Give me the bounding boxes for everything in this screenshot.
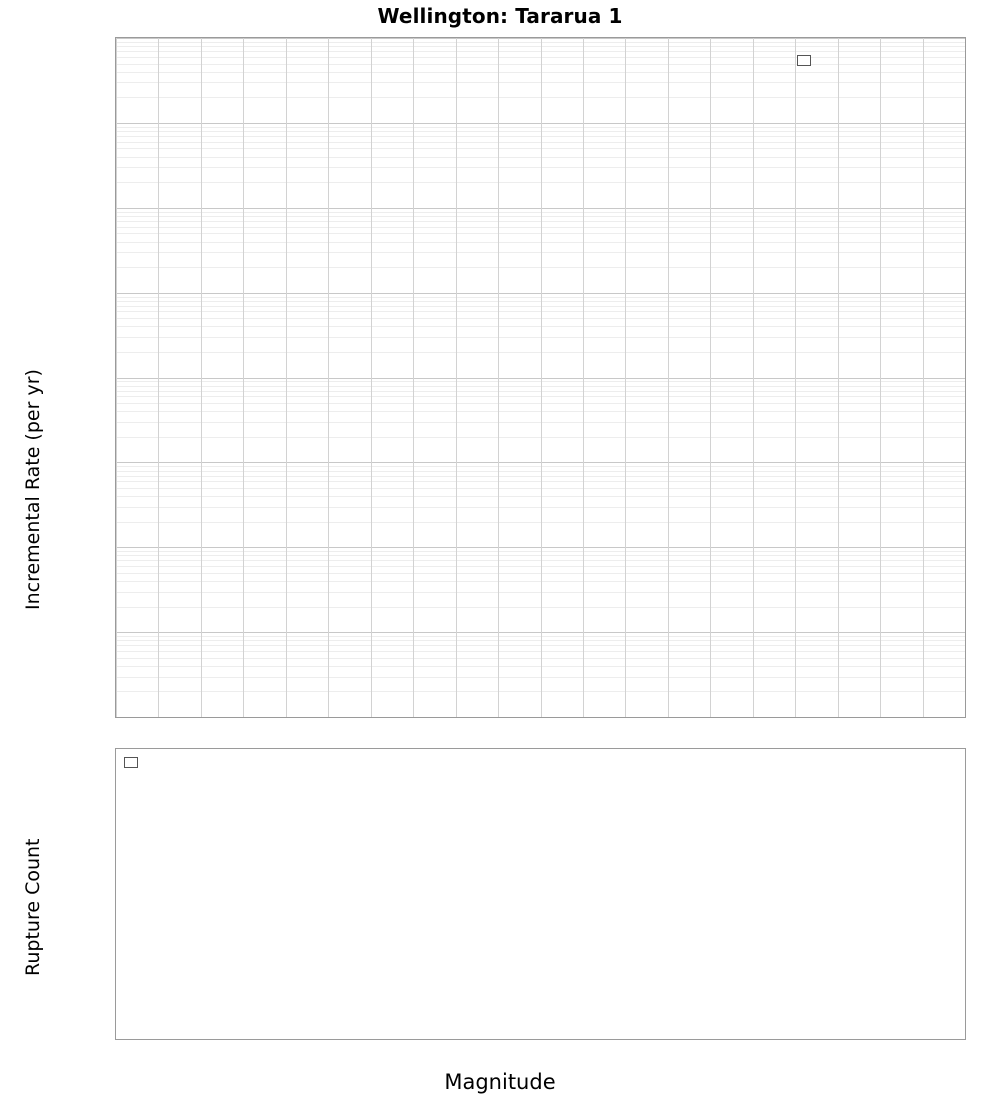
grid-line-vertical (413, 38, 415, 717)
grid-line-vertical (837, 38, 839, 717)
top-y-axis-ticks (0, 37, 111, 718)
grid-line-vertical (582, 38, 584, 717)
grid-line-vertical (158, 38, 160, 717)
grid-line-vertical (625, 38, 627, 717)
grid-line-vertical (243, 38, 245, 717)
grid-line-vertical (667, 38, 669, 717)
x-axis-title: Magnitude (444, 1070, 556, 1094)
page-title: Wellington: Tararua 1 (377, 4, 623, 28)
bottom-y-axis-title: Rupture Count (22, 838, 44, 977)
grid-line-vertical (116, 38, 117, 717)
grid-line-vertical (455, 38, 457, 717)
grid-line-vertical (795, 38, 797, 717)
grid-line-vertical (710, 38, 712, 717)
grid-line-vertical (328, 38, 330, 717)
bottom-y-axis-ticks (0, 748, 111, 1040)
top-plot-area (115, 37, 966, 718)
top-legend (797, 55, 811, 66)
grid-line-vertical (540, 38, 542, 717)
grid-line-vertical (370, 38, 372, 717)
grid-line-vertical (200, 38, 202, 717)
bottom-legend (124, 757, 138, 768)
top-y-axis-title: Incremental Rate (per yr) (22, 369, 44, 610)
grid-line-vertical (752, 38, 754, 717)
bottom-plot-area (115, 748, 966, 1040)
grid-line-vertical (880, 38, 882, 717)
grid-line-vertical (922, 38, 924, 717)
grid-line-vertical (285, 38, 287, 717)
grid-line-vertical (498, 38, 500, 717)
